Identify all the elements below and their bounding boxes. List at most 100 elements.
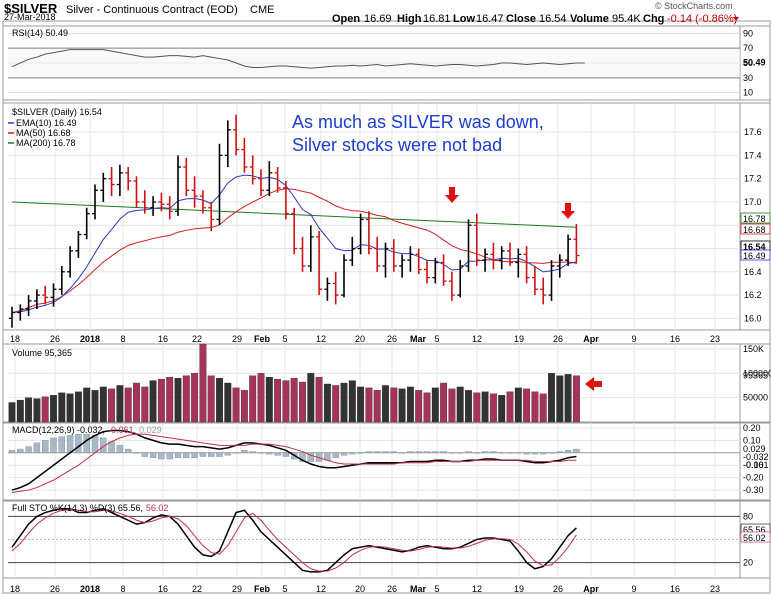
macd-histogram-bar: [374, 451, 381, 454]
ohlc-bar: [432, 257, 439, 284]
volume-bar: [108, 388, 116, 423]
ohlc-bar: [316, 231, 323, 296]
volume-bar: [157, 378, 165, 423]
macd-histogram-bar: [465, 451, 472, 454]
macd-histogram-bar: [540, 452, 547, 455]
rsi-tick-label: 30: [743, 73, 753, 83]
volume-bar: [473, 392, 481, 423]
volume-bar: [539, 393, 547, 423]
ohlc-bar: [515, 248, 522, 278]
ohlc-bar: [42, 285, 49, 305]
ohlc-bar: [548, 260, 555, 301]
x-tick-label: 16: [158, 584, 168, 594]
price-last-label-box: [740, 212, 771, 224]
sto-tick-label: 20: [743, 558, 753, 568]
ohlc-bar: [199, 190, 206, 214]
ohlc-bar: [75, 231, 82, 258]
volume-bar: [440, 382, 448, 423]
ohlc-bar: [133, 176, 140, 208]
macd-histogram-bar: [432, 451, 439, 454]
ohlc-bar: [299, 236, 306, 272]
volume-label: Volume: [570, 13, 609, 25]
ohlc-bar: [399, 254, 406, 278]
macd-histogram-bar: [349, 452, 356, 455]
price-legend: $SILVER (Daily) 16.54: [12, 107, 102, 117]
volume-bar: [66, 393, 74, 423]
volume-bar: [25, 397, 33, 423]
macd-histogram-bar: [415, 451, 422, 454]
ohlc-bar: [67, 246, 74, 278]
sto-last-label: 65.56: [743, 525, 766, 535]
macd-histogram-bar: [91, 435, 99, 454]
x-tick-label: 26: [387, 334, 397, 344]
volume-bar: [99, 386, 107, 423]
low-value: 16.47: [476, 13, 504, 25]
ohlc-bar: [540, 277, 547, 305]
close-label: Close: [506, 13, 536, 25]
macd-histogram-bar: [66, 435, 74, 454]
ohlc-bar: [108, 167, 115, 197]
volume-bar: [91, 390, 99, 423]
macd-histogram-bar: [199, 452, 207, 457]
volume-bar: [207, 375, 215, 423]
x-tick-label: 18: [10, 584, 20, 594]
macd-histogram-bar: [423, 451, 431, 454]
macd-histogram-bar: [332, 452, 339, 458]
volume-bar: [556, 375, 564, 423]
ohlc-bar: [415, 248, 422, 275]
ohlc-bar: [365, 211, 372, 255]
ohlc-bar: [9, 306, 15, 328]
macd-histogram-bar: [183, 452, 190, 458]
overlay-legend: MA(50) 16.68: [16, 128, 71, 138]
rsi-line: [11, 49, 585, 69]
volume-bar: [257, 373, 265, 423]
volume-bar: [548, 373, 555, 423]
volume-bar: [307, 373, 315, 423]
ma50-line: [11, 188, 577, 314]
macd-histogram-bar: [241, 450, 248, 454]
macd-histogram-bar: [448, 452, 456, 454]
price-tick-label: 16.4: [744, 267, 762, 277]
macd-histogram-bar: [266, 452, 273, 455]
x-tick-label: 12: [316, 334, 326, 344]
volume-bar: [514, 387, 522, 423]
instrument-name: Silver - Continuous Contract (EOD): [66, 4, 238, 16]
x-tick-label: 19: [514, 334, 524, 344]
x-tick-label: 9: [631, 584, 636, 594]
close-value: 16.54: [539, 13, 567, 25]
rsi-tick-label: 10: [743, 88, 753, 98]
volume-bar: [249, 375, 257, 423]
macd-histogram-bar: [556, 451, 563, 454]
macd-histogram-bar: [8, 450, 16, 454]
macd-last-label: -0.032: [743, 452, 769, 462]
ohlc-bar: [241, 137, 248, 173]
ohlc-bar: [92, 184, 98, 220]
volume-bar: [8, 402, 16, 423]
macd-histogram-bar: [257, 452, 265, 454]
ohlc-bar: [274, 167, 281, 193]
ohlc-bar: [183, 157, 190, 197]
volume-bar: [232, 387, 240, 423]
macd-histogram-bar: [42, 440, 49, 454]
macd-histogram-bar: [25, 446, 32, 454]
volume-bar: [282, 380, 290, 423]
price-last-label: 16.49: [743, 251, 766, 261]
price-tick-label: 17.6: [744, 127, 762, 137]
down-arrow-icon: [445, 187, 459, 203]
volume-bar: [133, 382, 140, 423]
sto-last-label: 56.02: [743, 533, 766, 543]
rsi-band: [8, 48, 740, 78]
ohlc-bar: [565, 234, 572, 266]
macd-last-label: -0.061: [743, 460, 769, 470]
volume-bar: [299, 381, 306, 423]
x-tick-label: 23: [710, 334, 720, 344]
high-value: 16.81: [423, 13, 451, 25]
ohlc-bar: [249, 155, 256, 185]
symbol: $SILVER: [4, 1, 58, 16]
volume-bar: [373, 390, 381, 423]
x-tick-label: 12: [472, 584, 482, 594]
macd-tick-label: -0.30: [743, 485, 764, 495]
macd-histogram-bar: [481, 451, 489, 454]
